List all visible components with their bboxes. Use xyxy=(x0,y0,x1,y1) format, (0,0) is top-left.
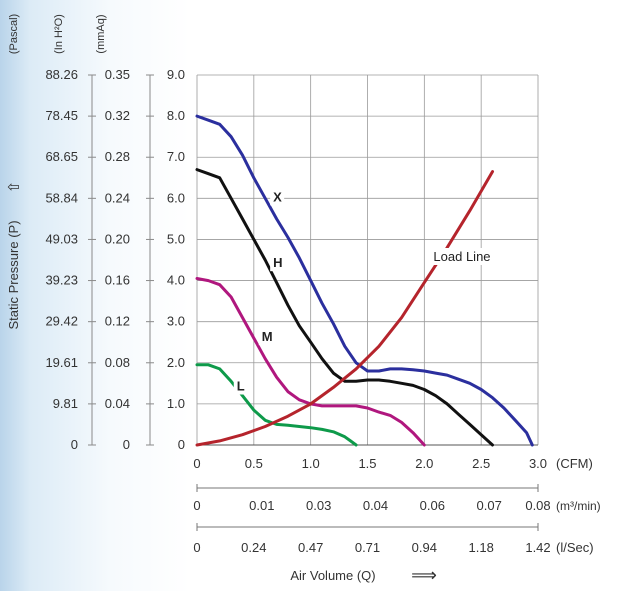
pressure-tick-label: 0.20 xyxy=(105,231,130,246)
pressure-tick-label: 4.0 xyxy=(167,273,185,288)
curve-x xyxy=(195,114,534,447)
y-axis-arrow-icon: ⇧ xyxy=(6,181,23,194)
curve-l xyxy=(195,363,358,447)
curve-h xyxy=(195,168,494,447)
pressure-tick-label: 0.16 xyxy=(105,273,130,288)
pressure-tick-label: 0.12 xyxy=(105,314,130,329)
flow-tick-label: 2.5 xyxy=(472,456,490,471)
flow-tick-label: 0.71 xyxy=(355,540,380,555)
pressure-tick-label: 39.23 xyxy=(45,273,78,288)
flow-tick-label: 0.01 xyxy=(249,498,274,513)
flow-tick-label: 0.24 xyxy=(241,540,266,555)
flow-tick-label: 1.42 xyxy=(525,540,550,555)
x-axis-arrow-icon: ⟹ xyxy=(411,565,437,585)
flow-axis-3: 0 0.24 0.47 0.71 0.94 1.18 1.42 (l/Sec) xyxy=(193,540,593,555)
flow-tick-label: 0.06 xyxy=(420,498,445,513)
curve-label-background xyxy=(270,254,285,272)
curve-label-text: X xyxy=(273,189,282,204)
flow-unit-label: (CFM) xyxy=(556,456,593,471)
flow-axis-2: 0 0.01 0.03 0.04 0.06 0.07 0.08 (m³/min) xyxy=(193,498,600,513)
pressure-tick-label: 0.24 xyxy=(105,190,130,205)
pressure-tick-label: 78.45 xyxy=(45,108,78,123)
flow-tick-label: 1.18 xyxy=(469,540,494,555)
flow-tick-label: 0 xyxy=(193,498,200,513)
pressure-tick-label: 9.0 xyxy=(167,67,185,82)
pressure-tick-label: 6.0 xyxy=(167,190,185,205)
pressure-tick-label: 0.28 xyxy=(105,149,130,164)
pressure-tick-label: 0.32 xyxy=(105,108,130,123)
pressure-unit-label: (In H²O) xyxy=(53,14,65,54)
pressure-tick-label: 0.08 xyxy=(105,355,130,370)
curve-label: Load Line xyxy=(430,248,509,265)
flow-tick-label: 0.47 xyxy=(298,540,323,555)
flow-tick-label: 0.94 xyxy=(412,540,437,555)
curve-label-background xyxy=(258,328,273,346)
pressure-tick-label: 19.61 xyxy=(45,355,78,370)
pressure-tick-label: 7.0 xyxy=(167,149,185,164)
pressure-tick-label: 29.42 xyxy=(45,314,78,329)
curve-label: M xyxy=(258,328,273,346)
flow-tick-label: 0.03 xyxy=(306,498,331,513)
flow-tick-label: 2.0 xyxy=(415,456,433,471)
flow-tick-label: 0.08 xyxy=(525,498,550,513)
flow-tick-label: 0.07 xyxy=(477,498,502,513)
curve-label-text: L xyxy=(237,379,245,394)
curve-label-background xyxy=(430,248,509,265)
pressure-axis-3: 0 1.0 2.0 3.0 4.0 5.0 6.0 7.0 8.0 9.0 (mmAq) xyxy=(95,14,185,452)
flow-separator-2 xyxy=(196,523,539,531)
flow-tick-label: 0 xyxy=(193,456,200,471)
pressure-tick-label: 2.0 xyxy=(167,355,185,370)
pressure-tick-label: 0.35 xyxy=(105,67,130,82)
pressure-unit-label: (mmAq) xyxy=(95,14,107,53)
pressure-tick-label: 0 xyxy=(178,437,185,452)
pressure-tick-label: 68.65 xyxy=(45,149,78,164)
grid xyxy=(196,74,539,446)
curve-label-background xyxy=(270,188,285,206)
pressure-tick-label: 3.0 xyxy=(167,314,185,329)
pressure-unit-label: (Pascal) xyxy=(8,14,20,54)
curve-label-text: Load Line xyxy=(433,249,490,264)
pressure-tick-label: 0 xyxy=(123,437,130,452)
curve-label: H xyxy=(270,254,285,272)
flow-tick-label: 0 xyxy=(193,540,200,555)
flow-tick-label: 1.5 xyxy=(358,456,376,471)
pressure-tick-label: 49.03 xyxy=(45,231,78,246)
flow-tick-label: 3.0 xyxy=(529,456,547,471)
pressure-axis-2: 0 0.04 0.08 0.12 0.16 0.20 0.24 0.28 0.32 0.35 (In… xyxy=(53,14,154,452)
flow-tick-label: 0.04 xyxy=(363,498,388,513)
flow-axis-1: 0 0.5 1.0 1.5 2.0 2.5 3.0 (CFM) xyxy=(193,456,592,471)
pressure-tick-label: 58.84 xyxy=(45,190,78,205)
pressure-tick-label: 1.0 xyxy=(167,396,185,411)
flow-tick-label: 0.5 xyxy=(245,456,263,471)
pressure-tick-label: 0.04 xyxy=(105,396,130,411)
pressure-tick-label: 8.0 xyxy=(167,108,185,123)
flow-unit-label: (l/Sec) xyxy=(556,540,594,555)
curve-label-text: M xyxy=(262,329,273,344)
curve-label-background xyxy=(233,377,248,395)
pressure-tick-label: 5.0 xyxy=(167,231,185,246)
pressure-tick-label: 88.26 xyxy=(45,67,78,82)
flow-tick-label: 1.0 xyxy=(302,456,320,471)
flow-separator-1 xyxy=(196,484,539,492)
flow-unit-label: (m³/min) xyxy=(556,499,601,513)
curve-label: X xyxy=(270,188,285,206)
pressure-axis-1: 0 9.81 19.61 29.42 39.23 49.03 58.84 68.65 78.45… xyxy=(8,14,96,452)
pressure-tick-label: 9.81 xyxy=(53,396,78,411)
y-axis-title: Static Pressure (P) ⇧ xyxy=(6,181,23,330)
curve-label: L xyxy=(233,377,248,395)
y-axis-title-text: Static Pressure (P) xyxy=(6,220,21,329)
pressure-tick-label: 0 xyxy=(71,437,78,452)
curve-label-text: H xyxy=(273,255,282,270)
x-axis-title: Air Volume (Q) xyxy=(290,568,375,583)
